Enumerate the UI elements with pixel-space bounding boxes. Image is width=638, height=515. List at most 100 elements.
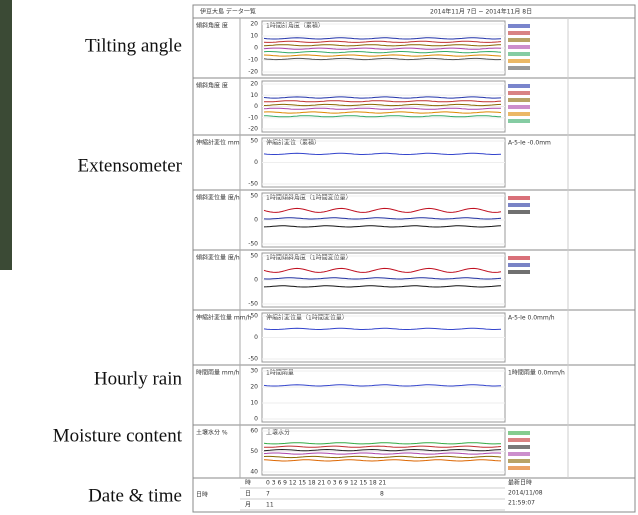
legend-swatch (508, 98, 530, 102)
month: 11 (266, 502, 274, 509)
legend-swatch (508, 84, 530, 88)
trace (263, 285, 502, 288)
trace (263, 327, 502, 330)
trace (263, 47, 502, 50)
legend-swatch (508, 466, 530, 470)
tick-label: 40 (250, 469, 258, 476)
legend-swatch (508, 52, 530, 56)
legend-swatch (508, 38, 530, 42)
tick-label: 20 (250, 21, 258, 28)
trace (263, 277, 502, 280)
panel-side: A-5-Ie -0.0mm (508, 140, 551, 147)
trace (263, 384, 502, 387)
legend-swatch (508, 119, 530, 123)
tick-label: -50 (248, 241, 258, 248)
plot-area (261, 367, 506, 423)
trace (263, 50, 502, 54)
panel-side: 1時間雨量 0.0mm/h (508, 369, 565, 377)
legend-swatch (508, 203, 530, 207)
tick-label: 20 (250, 81, 258, 88)
trace (263, 111, 502, 114)
legend-swatch (508, 59, 530, 63)
trace (263, 152, 502, 155)
panel-label: 時間雨量 mm/h (196, 369, 240, 377)
tick-label: -50 (248, 301, 258, 308)
trace (263, 442, 502, 445)
trace (263, 44, 502, 47)
trace (263, 452, 502, 455)
legend-swatch (508, 431, 530, 435)
trace (263, 107, 502, 110)
tick-label: 50 (250, 448, 258, 455)
header-title: 伊豆大島 データ一覧 (200, 8, 256, 16)
panel-label: 傾斜変位量 度/h (196, 254, 240, 262)
hours: 0 3 6 9 12 15 18 21 0 3 6 9 12 15 18 21 (266, 480, 386, 487)
panel-title: 1時間傾斜角度（1時間変位量） (266, 194, 352, 202)
day: 8 (380, 491, 384, 498)
row-label: Extensometer (78, 155, 183, 176)
date-label: 日時 (196, 491, 208, 499)
tick-label: 50 (250, 253, 258, 260)
panel-side: A-5-Ie 0.0mm/h (508, 315, 555, 322)
tick-label: 10 (250, 400, 258, 407)
trace (263, 207, 502, 213)
tick-label: 50 (250, 193, 258, 200)
row-label: Hourly rain (94, 368, 183, 389)
panel-label: 伸縮計変位 mm (196, 139, 240, 147)
panel-label: 土壌水分 % (196, 429, 228, 437)
panel-title: 1時間傾斜角度（1時間変位量） (266, 254, 352, 262)
trace (263, 267, 502, 273)
tick-label: 10 (250, 92, 258, 99)
trace (264, 100, 502, 103)
row-label: Moisture content (53, 425, 183, 446)
tick-label: -20 (248, 69, 258, 76)
tick-label: 50 (250, 313, 258, 320)
panel-title: 1時間雨量 (266, 369, 294, 377)
tick-label: 30 (250, 368, 258, 375)
panel-label: 傾斜角度 度 (196, 22, 228, 30)
trace (263, 40, 502, 43)
panel-label: 傾斜角度 度 (196, 82, 228, 90)
date-row-label: 日 (245, 491, 251, 498)
panel-label: 傾斜変位量 度/h (196, 194, 240, 202)
panel-label: 伸縮計変位量 mm/h (196, 314, 252, 322)
legend-swatch (508, 196, 530, 200)
tick-label: 0 (254, 277, 258, 284)
tick-label: -50 (248, 356, 258, 363)
row-label: Tilting angle (85, 35, 182, 56)
latest: 最新日時 (508, 479, 532, 487)
tick-label: 50 (250, 138, 258, 145)
legend-swatch (508, 256, 530, 260)
trace (263, 455, 502, 459)
panel-title: 伸縮計変位量（1時間変位量） (266, 314, 348, 322)
legend-swatch (508, 452, 530, 456)
trace (263, 37, 502, 40)
legend-swatch (508, 31, 530, 35)
trace (263, 225, 502, 228)
trace (263, 448, 502, 452)
tick-label: 60 (250, 428, 258, 435)
tick-label: 0 (254, 103, 258, 110)
tick-label: -20 (248, 126, 258, 133)
tick-label: 0 (254, 217, 258, 224)
legend-swatch (508, 459, 530, 463)
latest: 21:59:07 (508, 500, 535, 507)
legend-swatch (508, 445, 530, 449)
legend-swatch (508, 438, 530, 442)
tick-label: 0 (254, 334, 258, 341)
tick-label: -50 (248, 181, 258, 188)
tick-label: -10 (248, 114, 258, 121)
trace (263, 54, 502, 57)
date-row-label: 時 (245, 479, 251, 487)
tick-label: -10 (248, 57, 258, 64)
trace (263, 445, 502, 448)
tick-label: 0 (254, 45, 258, 52)
trace (263, 115, 502, 118)
trace (263, 459, 502, 462)
tick-label: 20 (250, 384, 258, 391)
tick-label: 0 (254, 416, 258, 423)
header-range: 2014年11月 7日 ~ 2014年11月 8日 (430, 8, 532, 16)
day: 7 (266, 491, 270, 498)
photo-strip (0, 0, 12, 270)
